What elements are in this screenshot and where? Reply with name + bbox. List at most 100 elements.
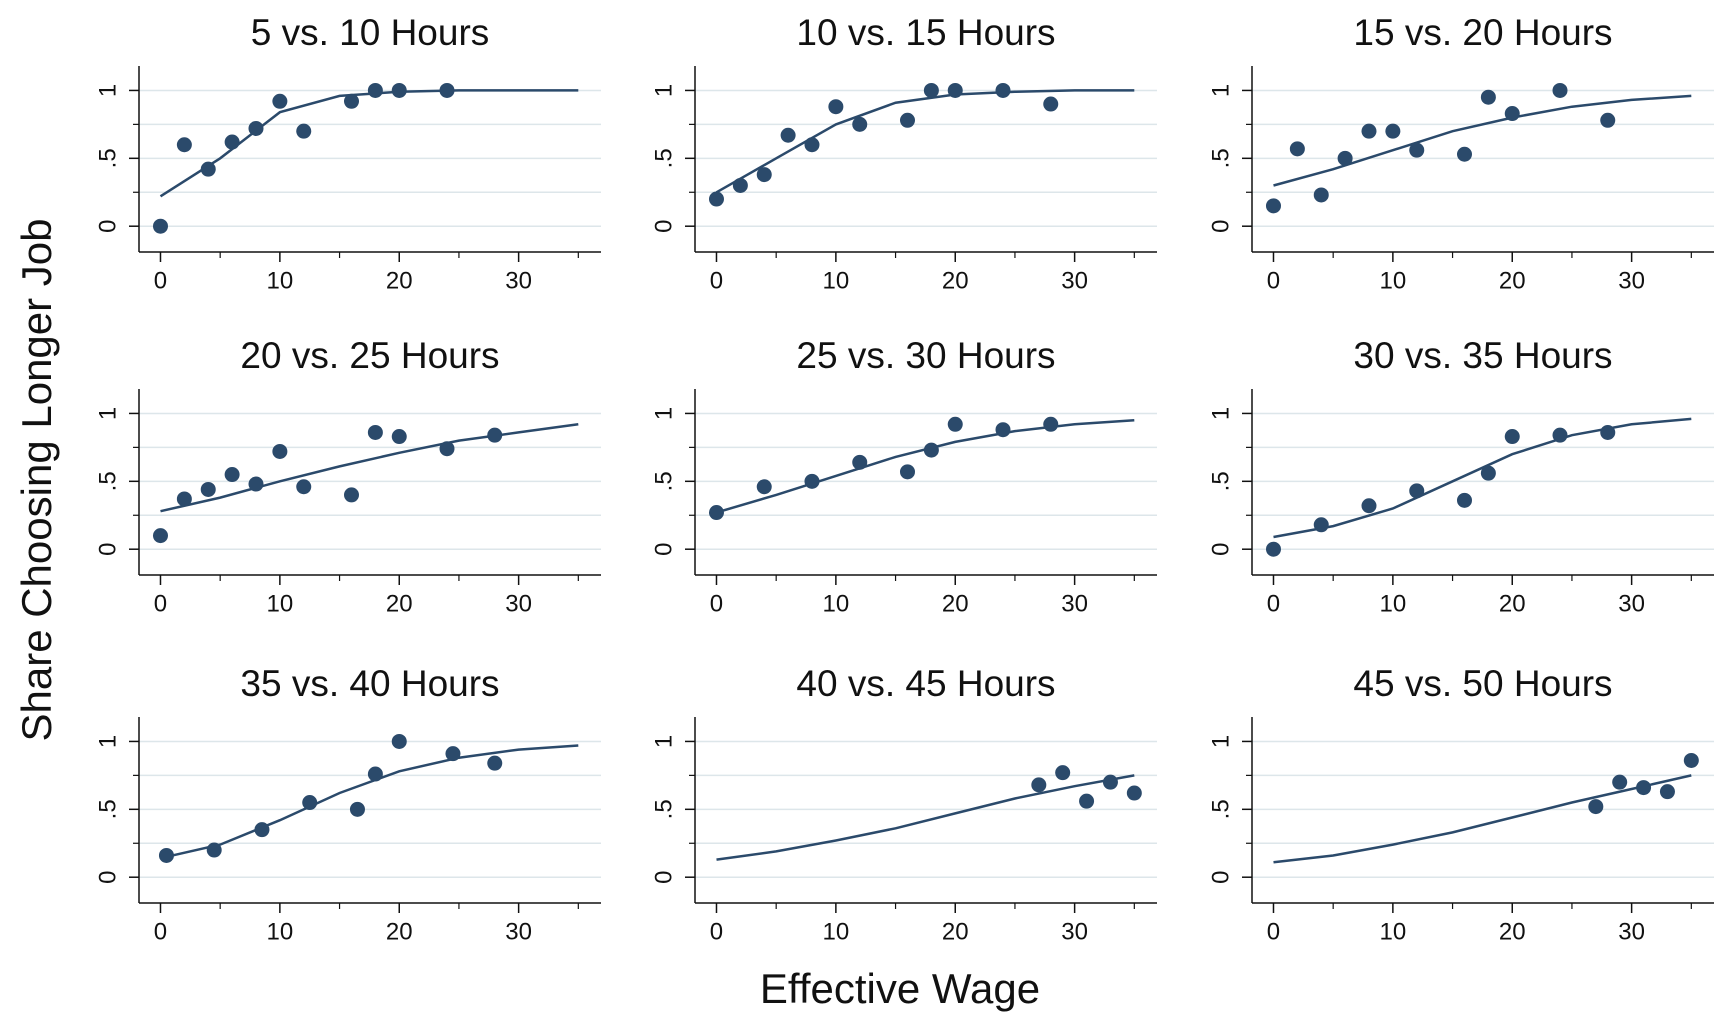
x-tick-label: 30 — [1061, 918, 1088, 945]
panel-title: 25 vs. 30 Hours — [796, 335, 1055, 376]
point — [1102, 774, 1118, 790]
fit-line — [716, 418, 1135, 514]
point — [1337, 150, 1353, 166]
point — [445, 746, 461, 762]
point — [995, 422, 1011, 438]
fit-line — [159, 89, 579, 198]
y-tick-label: .5 — [650, 148, 677, 168]
point — [302, 795, 318, 811]
fit-line — [1273, 417, 1692, 539]
y-axis-title: Share Choosing Longer Job — [13, 218, 60, 741]
x-tick-label: 0 — [710, 918, 723, 945]
x-tick-label: 10 — [1380, 918, 1407, 945]
point — [923, 442, 939, 458]
point — [1480, 465, 1496, 481]
y-tick-label: 0 — [94, 220, 121, 233]
point — [200, 481, 216, 497]
point — [995, 82, 1011, 98]
x-tick-label: 0 — [710, 267, 723, 294]
point — [1659, 784, 1675, 800]
point — [391, 429, 407, 445]
x-tick-label: 0 — [1267, 267, 1280, 294]
x-tick-label: 30 — [505, 590, 532, 617]
x-tick-label: 30 — [1618, 267, 1645, 294]
point — [1313, 187, 1329, 203]
x-tick-label: 20 — [386, 590, 413, 617]
x-tick-label: 10 — [267, 918, 294, 945]
y-tick-label: 1 — [1207, 407, 1234, 420]
panel-title: 10 vs. 15 Hours — [796, 12, 1055, 53]
point — [1289, 141, 1305, 157]
y-tick-label: 1 — [650, 735, 677, 748]
point — [1552, 82, 1568, 98]
point — [200, 161, 216, 177]
panel-title: 5 vs. 10 Hours — [251, 12, 490, 53]
y-tick-label: 1 — [94, 735, 121, 748]
x-tick-label: 0 — [154, 918, 167, 945]
x-tick-label: 10 — [823, 267, 850, 294]
y-tick-label: .5 — [1207, 148, 1234, 168]
point — [1480, 89, 1496, 105]
point — [224, 134, 240, 150]
point — [756, 479, 772, 495]
point — [708, 505, 724, 521]
x-axis-title: Effective Wage — [760, 965, 1040, 1012]
fit-line — [1273, 94, 1692, 187]
x-tick-label: 20 — [386, 918, 413, 945]
point — [176, 137, 192, 153]
panel-title: 45 vs. 50 Hours — [1353, 663, 1612, 704]
fit-line — [716, 774, 1135, 861]
x-tick-label: 20 — [386, 267, 413, 294]
x-tick-label: 10 — [1380, 590, 1407, 617]
x-tick-label: 10 — [823, 590, 850, 617]
point — [899, 464, 915, 480]
point — [296, 479, 312, 495]
point — [367, 766, 383, 782]
x-tick-label: 0 — [1267, 918, 1280, 945]
x-tick-label: 30 — [1061, 267, 1088, 294]
point — [852, 116, 868, 132]
panel-title: 20 vs. 25 Hours — [240, 335, 499, 376]
x-tick-label: 20 — [942, 590, 969, 617]
y-tick-label: .5 — [94, 148, 121, 168]
y-tick-label: 0 — [650, 220, 677, 233]
x-tick-label: 10 — [823, 918, 850, 945]
point — [343, 487, 359, 503]
y-tick-label: 0 — [1207, 871, 1234, 884]
y-tick-label: 1 — [650, 84, 677, 97]
point — [176, 491, 192, 507]
y-tick-label: 0 — [1207, 543, 1234, 556]
point — [1265, 541, 1281, 557]
panel-title: 40 vs. 45 Hours — [796, 663, 1055, 704]
point — [367, 424, 383, 440]
point — [1409, 142, 1425, 158]
point — [1043, 416, 1059, 432]
point — [349, 801, 365, 817]
panel-title: 15 vs. 20 Hours — [1353, 12, 1612, 53]
point — [1600, 112, 1616, 128]
y-tick-label: 0 — [1207, 220, 1234, 233]
point — [487, 427, 503, 443]
x-tick-label: 0 — [154, 267, 167, 294]
y-tick-label: 1 — [1207, 735, 1234, 748]
point — [152, 528, 168, 544]
point — [1361, 123, 1377, 139]
point — [923, 82, 939, 98]
point — [391, 733, 407, 749]
x-tick-label: 20 — [942, 918, 969, 945]
point — [1361, 498, 1377, 514]
point — [1409, 483, 1425, 499]
point — [1043, 96, 1059, 112]
point — [343, 93, 359, 109]
point — [1600, 424, 1616, 440]
point — [272, 93, 288, 109]
x-tick-label: 20 — [1499, 590, 1526, 617]
point — [1456, 146, 1472, 162]
x-tick-label: 30 — [1061, 590, 1088, 617]
y-tick-label: .5 — [94, 471, 121, 491]
y-tick-label: .5 — [1207, 471, 1234, 491]
point — [367, 82, 383, 98]
point — [708, 191, 724, 207]
point — [804, 473, 820, 489]
